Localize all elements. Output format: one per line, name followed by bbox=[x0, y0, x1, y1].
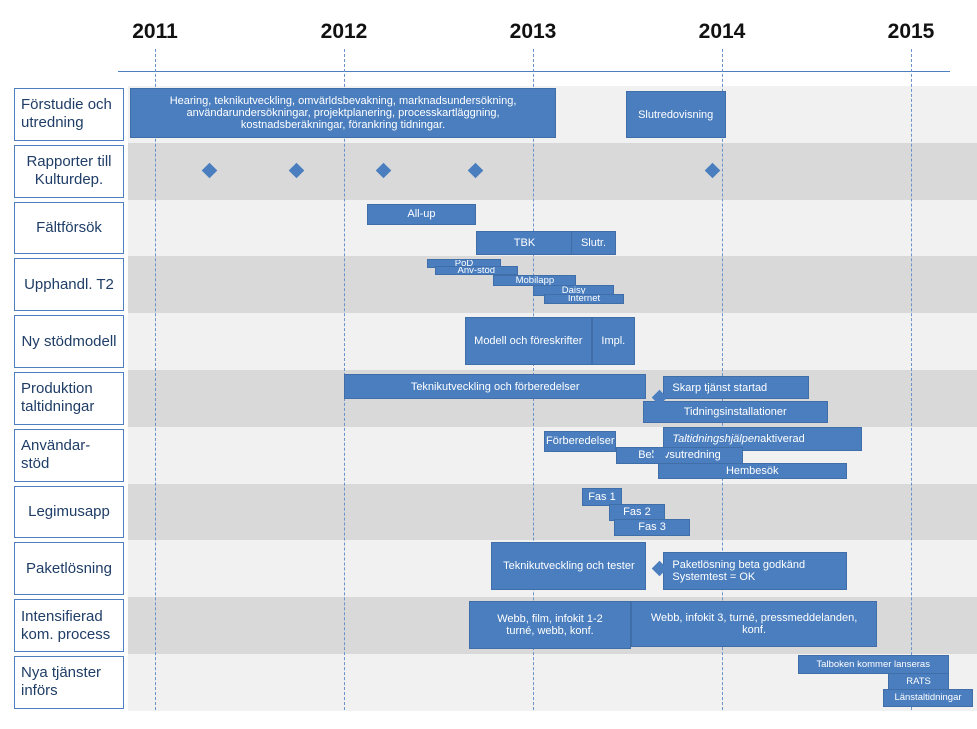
task-bar: Länstaltidningar bbox=[882, 689, 974, 707]
task-bar: Paketlösning beta godkänd Systemtest = O… bbox=[663, 552, 847, 591]
task-bar: Webb, film, infokit 1-2 turné, webb, kon… bbox=[468, 601, 632, 650]
task-bar-label: Teknikutveckling och tester bbox=[503, 560, 635, 573]
task-bar: Tidningsinstallationer bbox=[642, 401, 828, 423]
task-bar-label: RATS bbox=[906, 675, 931, 687]
task-bar-label: Hearing, teknikutveckling, omvärldsbevak… bbox=[169, 95, 517, 131]
task-bar: Slutr. bbox=[570, 230, 617, 255]
row-label: Användar-stöd bbox=[14, 428, 124, 482]
year-label: 2013 bbox=[509, 20, 557, 43]
task-bar: Behovsutredning bbox=[616, 446, 743, 464]
row-label: Fältförsök bbox=[14, 201, 124, 255]
task-bar: Taltidningshjälpen aktiverad bbox=[663, 426, 862, 451]
task-bar-label: Fas 2 bbox=[623, 506, 651, 519]
row-label: Paketlösning bbox=[14, 542, 124, 596]
task-bar-label: Slutredovisning bbox=[638, 108, 714, 121]
task-bar-label: Fas 1 bbox=[588, 490, 616, 503]
task-bar: Hembesök bbox=[657, 462, 847, 479]
task-bar-label: Impl. bbox=[601, 335, 626, 348]
task-bar: Skarp tjänst startad bbox=[663, 376, 809, 399]
task-bar-label: Anv-stöd bbox=[457, 266, 496, 276]
year-label: 2015 bbox=[887, 20, 935, 43]
task-bar-label: Tidningsinstallationer bbox=[683, 406, 787, 418]
task-bar: Modell och föreskrifter bbox=[464, 317, 592, 366]
task-bar-label: Internet bbox=[567, 294, 601, 305]
row-label: Upphandl. T2 bbox=[14, 258, 124, 312]
task-bar-label: Webb, infokit 3, turné, pressmeddelanden… bbox=[650, 612, 858, 637]
task-bar-label: Slutr. bbox=[580, 236, 607, 249]
year-label: 2012 bbox=[320, 20, 368, 43]
year-label: 2011 bbox=[132, 20, 178, 43]
year-label: 2014 bbox=[698, 20, 746, 43]
task-bar-label: Hembesök bbox=[725, 464, 779, 477]
task-bar: Fas 1 bbox=[582, 487, 622, 506]
task-bar: Internet bbox=[544, 294, 624, 305]
task-bar: Slutredovisning bbox=[625, 91, 726, 138]
task-bar: RATS bbox=[888, 673, 949, 690]
year-gridline bbox=[155, 49, 157, 710]
task-bar-label: Modell och föreskrifter bbox=[474, 335, 583, 348]
row-label: Rapporter till Kulturdep. bbox=[14, 144, 124, 198]
row-band bbox=[128, 483, 977, 541]
row-label: Produktion taltidningar bbox=[14, 372, 124, 425]
task-bar: Hearing, teknikutveckling, omvärldsbevak… bbox=[130, 88, 556, 138]
task-bar-italic-label: Taltidningshjälpen bbox=[672, 432, 761, 445]
row-label: Ny stödmodell bbox=[14, 315, 124, 368]
row-label: Nya tjänster införs bbox=[14, 656, 124, 709]
timeline-axis bbox=[118, 71, 950, 72]
task-bar-label: Förberedelser bbox=[546, 435, 615, 448]
task-bar: Talboken kommer lanseras bbox=[797, 655, 949, 674]
task-bar-label: Mobilapp bbox=[515, 275, 555, 286]
task-bar-label: Länstaltidningar bbox=[894, 692, 962, 703]
task-bar: Anv-stöd bbox=[434, 266, 518, 276]
task-bar: Webb, infokit 3, turné, pressmeddelanden… bbox=[631, 601, 877, 648]
task-bar-label: TBK bbox=[513, 236, 536, 249]
task-bar-label: Daisy bbox=[561, 285, 586, 296]
task-bar-label: Fas 3 bbox=[638, 521, 666, 534]
row-label: Legimusapp bbox=[14, 485, 124, 539]
task-bar-label: aktiverad bbox=[760, 432, 805, 445]
task-bar: Teknikutveckling och tester bbox=[491, 542, 647, 591]
row-label: Intensifierad kom. process bbox=[14, 599, 124, 652]
task-bar: TBK bbox=[476, 230, 573, 255]
task-bar-label: All-up bbox=[407, 208, 436, 221]
task-bar: Fas 3 bbox=[614, 518, 690, 536]
task-bar-label: Behovsutredning bbox=[638, 449, 721, 462]
task-bar-label: Skarp tjänst startad bbox=[672, 381, 768, 394]
task-bar: Impl. bbox=[591, 317, 636, 366]
task-bar-label: Teknikutveckling och förberedelser bbox=[410, 380, 580, 393]
task-bar: All-up bbox=[366, 203, 477, 225]
task-bar-label: Paketlösning beta godkänd Systemtest = O… bbox=[672, 559, 806, 584]
task-bar: Förberedelser bbox=[544, 430, 617, 452]
year-gridline bbox=[911, 49, 913, 710]
row-band bbox=[128, 142, 977, 200]
task-bar: Teknikutveckling och förberedelser bbox=[344, 374, 647, 399]
task-bar-label: PoD bbox=[454, 259, 474, 269]
task-bar-label: Webb, film, infokit 1-2 turné, webb, kon… bbox=[497, 613, 603, 638]
row-label: Förstudie och utredning bbox=[14, 88, 124, 141]
task-bar-label: Talboken kommer lanseras bbox=[816, 658, 930, 670]
